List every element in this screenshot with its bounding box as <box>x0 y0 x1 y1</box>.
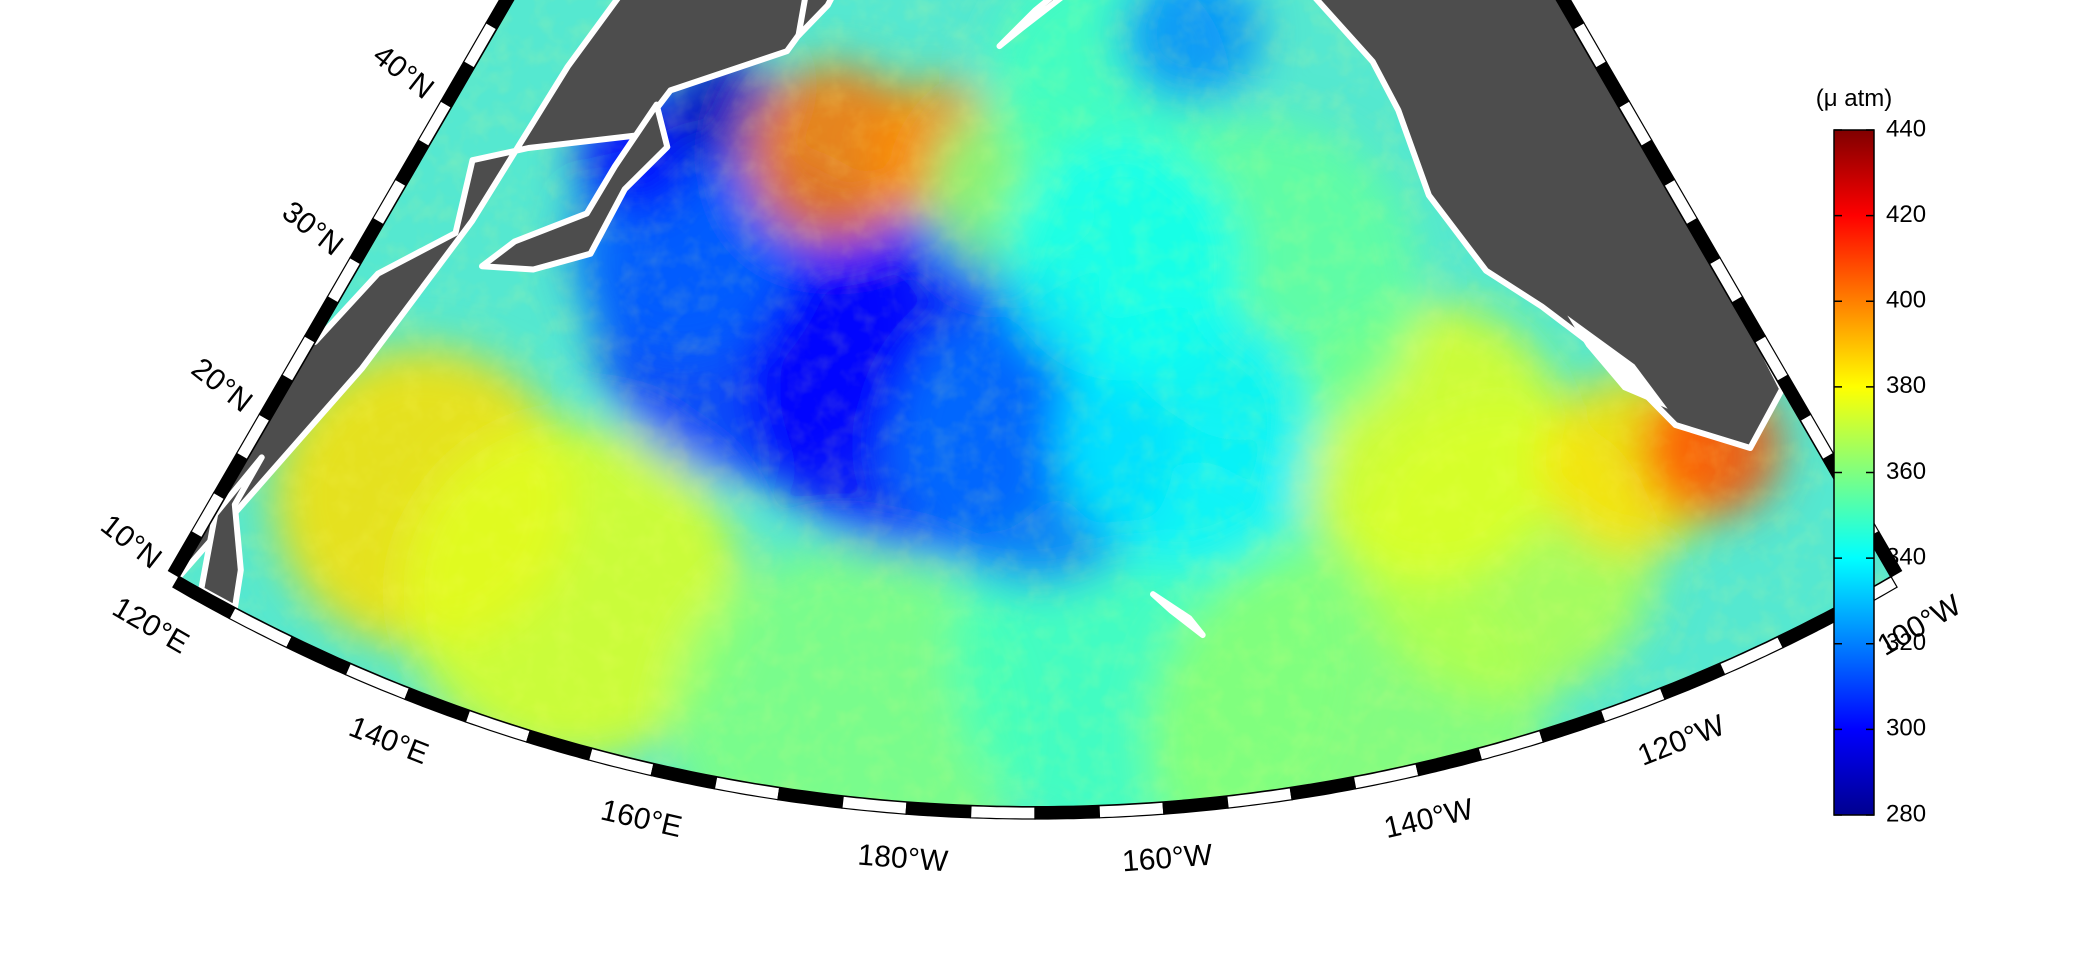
lat-label: 40°N <box>367 38 440 105</box>
colorbar-tick-label: 360 <box>1886 458 1926 485</box>
frame-segment <box>1556 0 1585 30</box>
lat-label: 20°N <box>185 352 258 419</box>
lat-label: 10°N <box>94 508 167 575</box>
lat-label: 30°N <box>276 195 349 262</box>
colorbar-tick-label: 400 <box>1886 287 1926 314</box>
colorbar-tick-label: 340 <box>1886 543 1926 570</box>
frame-segment <box>485 0 514 30</box>
nodata-area <box>1567 315 1668 409</box>
hawaii-island <box>1150 591 1206 638</box>
map-sector <box>178 0 1892 807</box>
lon-label: 120°E <box>107 591 195 661</box>
lon-label: 140°W <box>1381 793 1477 845</box>
colorbar-tick-label: 320 <box>1886 629 1926 656</box>
colorbar-unit: (μ atm) <box>1816 85 1893 112</box>
japan-land <box>479 101 671 273</box>
colorbar-tick-label: 300 <box>1886 715 1926 742</box>
lon-label: 160°W <box>1121 839 1214 879</box>
frame-segment <box>969 805 1036 820</box>
colorbar: (μ atm) 280 300 320 340 360 380 400 420 440 <box>1816 85 1926 827</box>
lon-label: 180°W <box>856 839 949 879</box>
kamchatka-land <box>795 0 866 39</box>
colorbar-tick-label: 420 <box>1886 201 1926 228</box>
lon-label: 120°W <box>1633 709 1730 773</box>
alaska-peninsula <box>996 0 1109 50</box>
lon-label: 140°E <box>344 710 432 771</box>
frame-segment <box>1034 805 1101 820</box>
colorbar-tick-label: 380 <box>1886 372 1926 399</box>
colorbar-tick-label: 440 <box>1886 115 1926 142</box>
colorbar-tick-label: 280 <box>1886 800 1926 827</box>
lon-label: 160°E <box>598 794 685 844</box>
